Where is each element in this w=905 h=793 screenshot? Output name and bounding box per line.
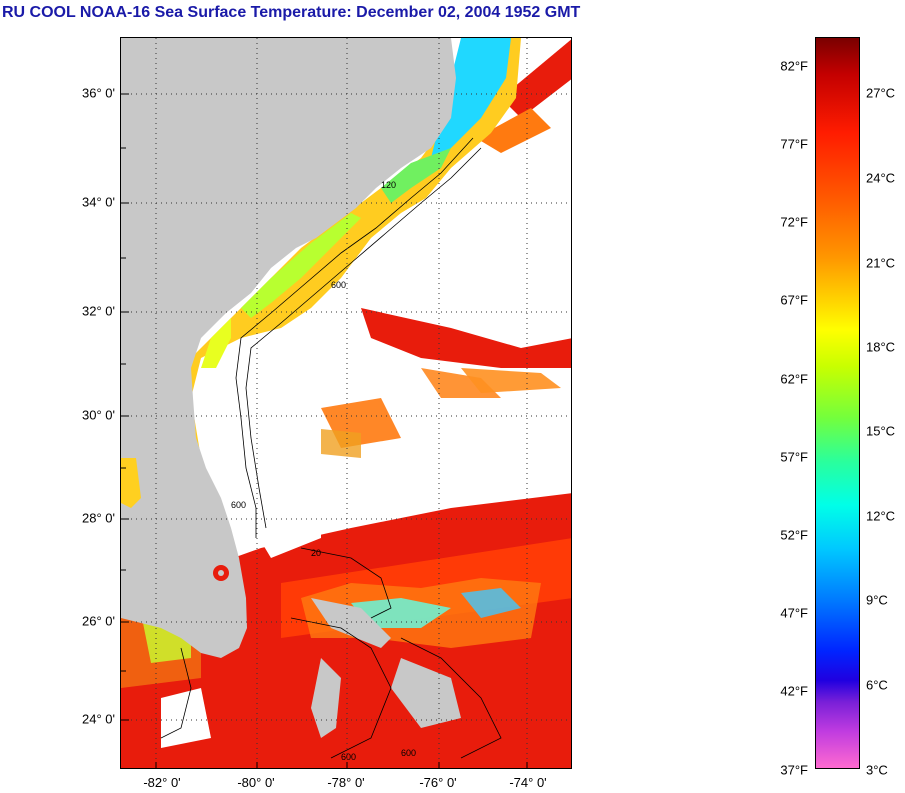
contour-label: 600	[331, 280, 346, 290]
lon-label: -80° 0'	[237, 775, 275, 790]
lat-label: 30° 0'	[82, 407, 115, 423]
lon-label: -76° 0'	[419, 775, 457, 790]
sst-map-canvas: 600 120 600 20 600 600	[121, 38, 571, 768]
colorbar-f-label: 42°F	[780, 683, 808, 699]
lat-label: 28° 0'	[82, 510, 115, 526]
lon-label: -78° 0'	[327, 775, 365, 790]
colorbar-f-label: 47°F	[780, 605, 808, 621]
lon-label: -74° 0'	[509, 775, 547, 790]
colorbar-f-label: 77°F	[780, 136, 808, 152]
lat-label: 34° 0'	[82, 194, 115, 210]
temperature-colorbar	[815, 37, 860, 769]
colorbar-c-label: 12°C	[866, 508, 896, 524]
contour-label: 20	[311, 548, 321, 558]
axis-ticks	[121, 93, 528, 768]
lat-label: 32° 0'	[82, 303, 115, 319]
colorbar-f-label: 67°F	[780, 292, 808, 308]
contour-label: 600	[341, 752, 356, 762]
colorbar-f-label: 62°F	[780, 371, 808, 387]
colorbar-f-label: 57°F	[780, 449, 808, 465]
colorbar-f-label: 72°F	[780, 214, 808, 230]
bathymetry-contours	[160, 137, 502, 759]
colorbar-c-label: 18°C	[866, 339, 896, 355]
coastal-band	[176, 38, 521, 548]
colorbar-c-label: 9°C	[866, 592, 888, 608]
colorbar-c-label: 3°C	[866, 762, 888, 778]
lon-label: -82° 0'	[143, 775, 181, 790]
cloud-mask	[161, 148, 571, 748]
land	[121, 38, 461, 738]
contour-labels: 600 120 600 20 600 600	[231, 180, 416, 762]
colorbar-f-label: 52°F	[780, 527, 808, 543]
colorbar-c-label: 24°C	[866, 170, 896, 186]
colorbar-c-label: 15°C	[866, 423, 896, 439]
colorbar-c-label: 6°C	[866, 677, 888, 693]
colorbar-f-label: 37°F	[780, 762, 808, 778]
colorbar-c-label: 21°C	[866, 255, 896, 271]
lat-label: 26° 0'	[82, 613, 115, 629]
colorbar-c-label: 27°C	[866, 85, 896, 101]
colorbar-f-label: 82°F	[780, 58, 808, 74]
page-title: RU COOL NOAA-16 Sea Surface Temperature:…	[2, 4, 581, 21]
contour-label: 600	[231, 500, 246, 510]
lat-label: 24° 0'	[82, 711, 115, 727]
graticule	[121, 38, 571, 768]
contour-label: 120	[381, 180, 396, 190]
contour-label: 600	[401, 748, 416, 758]
sst-map[interactable]: 600 120 600 20 600 600	[120, 37, 572, 769]
lat-label: 36° 0'	[82, 85, 115, 101]
